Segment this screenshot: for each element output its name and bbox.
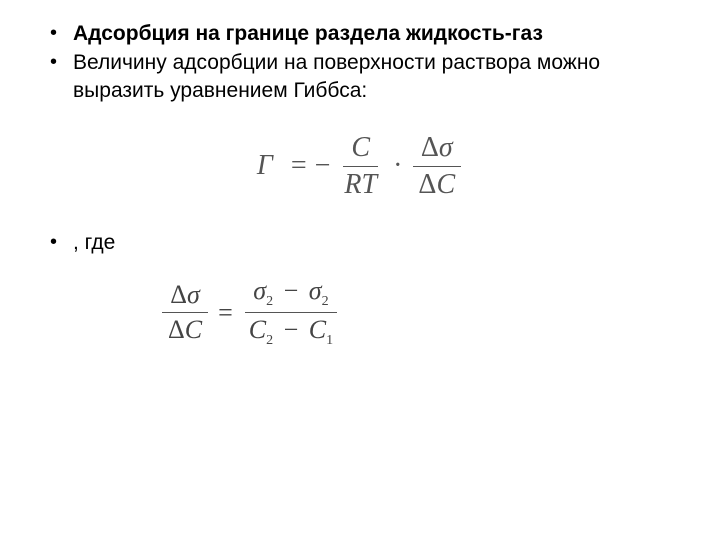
gibbs-equation: Г = − C RT · Δσ ΔC (257, 132, 463, 201)
equals-sign-2: = (218, 298, 233, 328)
bullet-marker: • (50, 49, 57, 75)
frac-top-dsigma: Δσ (413, 132, 461, 167)
lhs-fraction: Δσ ΔC (160, 280, 210, 345)
lhs-top: Δσ (162, 280, 208, 313)
equation-2-container: Δσ ΔC = σ2 − σ2 C2 − C1 (160, 276, 690, 349)
bullet-item-1: • Адсорбция на границе раздела жидкость-… (30, 20, 690, 47)
minus-op: − (284, 276, 299, 305)
rhs-bottom: C2 − C1 (241, 313, 341, 349)
equals-sign: = (291, 150, 307, 182)
rhs-fraction: σ2 − σ2 C2 − C1 (241, 276, 341, 349)
fraction-sigma-c: Δσ ΔC (410, 132, 463, 201)
bullet-item-2: • Величину адсорбции на поверхности раст… (30, 49, 690, 104)
rhs-top: σ2 − σ2 (245, 276, 336, 313)
bullet-text-2: Величину адсорбции на поверхности раство… (73, 49, 690, 104)
frac-bottom-rt: RT (336, 167, 385, 201)
equation-1-container: Г = − C RT · Δσ ΔC (30, 132, 690, 201)
minus-op: − (284, 315, 299, 344)
fraction-c-rt: C RT (336, 132, 385, 201)
bullet-item-3: • , где (30, 229, 690, 256)
minus-sign: − (315, 150, 331, 182)
frac-bottom-dc: ΔC (410, 167, 463, 201)
dot-multiply: · (393, 150, 402, 182)
bullet-marker: • (50, 20, 57, 46)
ratio-equation: Δσ ΔC = σ2 − σ2 C2 − C1 (160, 276, 341, 349)
gamma-symbol: Г (257, 150, 273, 182)
bullet-text-1: Адсорбция на границе раздела жидкость-га… (73, 20, 543, 47)
bullet-marker: • (50, 229, 57, 255)
lhs-bottom: ΔC (160, 313, 210, 345)
bullet-text-3: , где (73, 229, 115, 256)
frac-top-c: C (343, 132, 378, 167)
